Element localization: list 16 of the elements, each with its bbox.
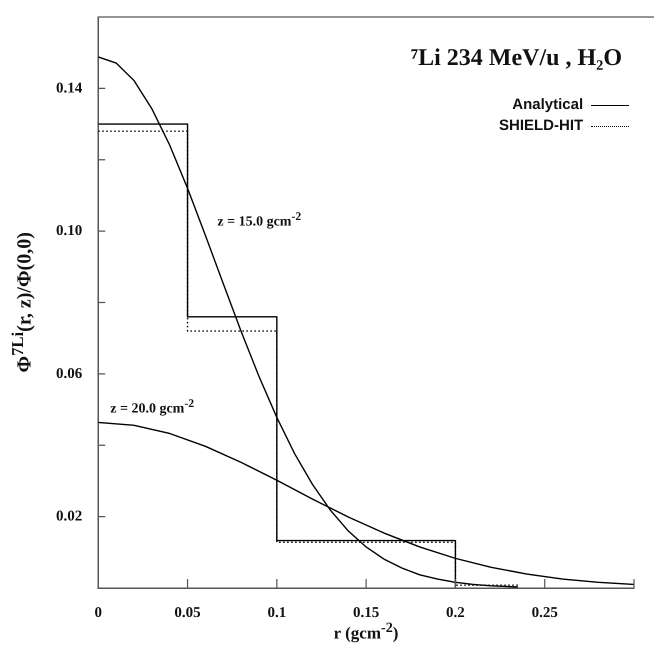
x-tick-label: 0.15 (353, 604, 380, 621)
x-tick-label: 0.05 (174, 604, 201, 621)
text: ⁷Li 234 MeV/u , H₂O (410, 45, 622, 72)
y-tick-label: 0.14 (56, 80, 83, 96)
x-tick-label: 0.1 (267, 604, 286, 621)
x-tick-label: 0 (94, 604, 102, 621)
y-tick-label: 0.10 (56, 223, 82, 239)
y-tick-label: 0.02 (56, 508, 82, 524)
y-tick-label: 0.06 (56, 366, 83, 382)
x-axis-title: r (gcm$^{-2}$) (334, 620, 398, 644)
x-tick-label: 0.25 (532, 604, 558, 621)
annotation: z = 20.0 gcm$^{-2}$ (110, 397, 194, 418)
legend-label: SHIELD-HIT (499, 117, 584, 134)
legend-label: Analytical (512, 96, 584, 113)
annotation: z = 15.0 gcm$^{-2}$ (217, 210, 302, 232)
x-tick-label: 0.2 (446, 604, 465, 621)
